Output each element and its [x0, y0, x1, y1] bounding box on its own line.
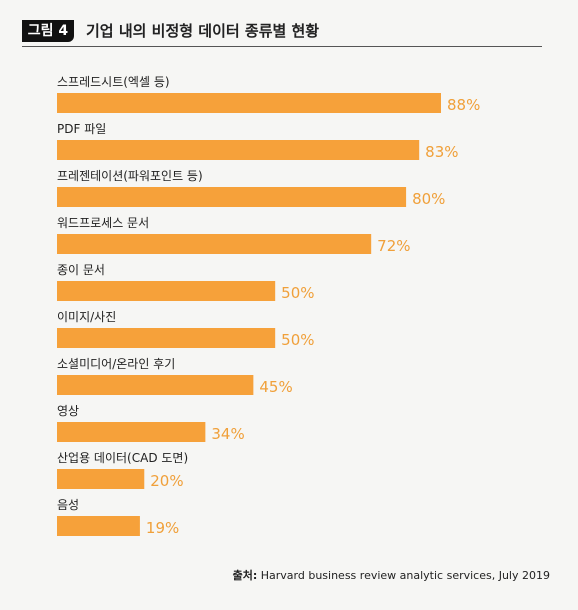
bar	[57, 187, 407, 207]
category-label: 워드프로세스 문서	[57, 216, 149, 230]
category-label: 이미지/사진	[57, 310, 116, 324]
value-label: 80%	[412, 190, 445, 208]
figure-title: 기업 내의 비정형 데이터 종류별 현황	[86, 22, 320, 40]
value-label: 72%	[377, 237, 410, 255]
figure-header: 그림 4 기업 내의 비정형 데이터 종류별 현황	[22, 20, 542, 47]
bar	[57, 328, 276, 348]
category-label: PDF 파일	[57, 122, 106, 136]
category-label: 프레젠테이션(파워포인트 등)	[57, 169, 203, 183]
bar	[57, 234, 372, 254]
value-label: 34%	[211, 425, 244, 443]
value-label: 88%	[447, 96, 480, 114]
source-text: Harvard business review analytic service…	[260, 569, 550, 582]
value-label: 50%	[281, 284, 314, 302]
category-label: 소셜미디어/온라인 후기	[57, 357, 175, 371]
category-label: 음성	[57, 498, 79, 512]
category-label: 스프레드시트(엑셀 등)	[57, 75, 170, 89]
value-label: 45%	[259, 378, 292, 396]
bar	[57, 469, 145, 489]
bar-chart: 스프레드시트(엑셀 등) 88% PDF 파일 83% 프레젠테이션(파워포인트 등) 8…	[57, 75, 480, 537]
bar	[57, 422, 206, 442]
category-label: 영상	[57, 404, 79, 418]
bar	[57, 375, 254, 395]
value-label: 50%	[281, 331, 314, 349]
figure-tag: 그림 4	[22, 20, 74, 42]
category-label: 종이 문서	[57, 263, 105, 277]
bar	[57, 140, 420, 160]
value-label: 20%	[150, 472, 183, 490]
source-note: 출처: Harvard business review analytic ser…	[233, 567, 550, 583]
source-prefix: 출처:	[232, 569, 258, 582]
bar	[57, 516, 140, 536]
bar	[57, 93, 441, 113]
value-label: 83%	[425, 143, 458, 161]
value-label: 19%	[146, 519, 179, 537]
category-label: 산업용 데이터(CAD 도면)	[57, 451, 188, 465]
bar	[57, 281, 276, 301]
